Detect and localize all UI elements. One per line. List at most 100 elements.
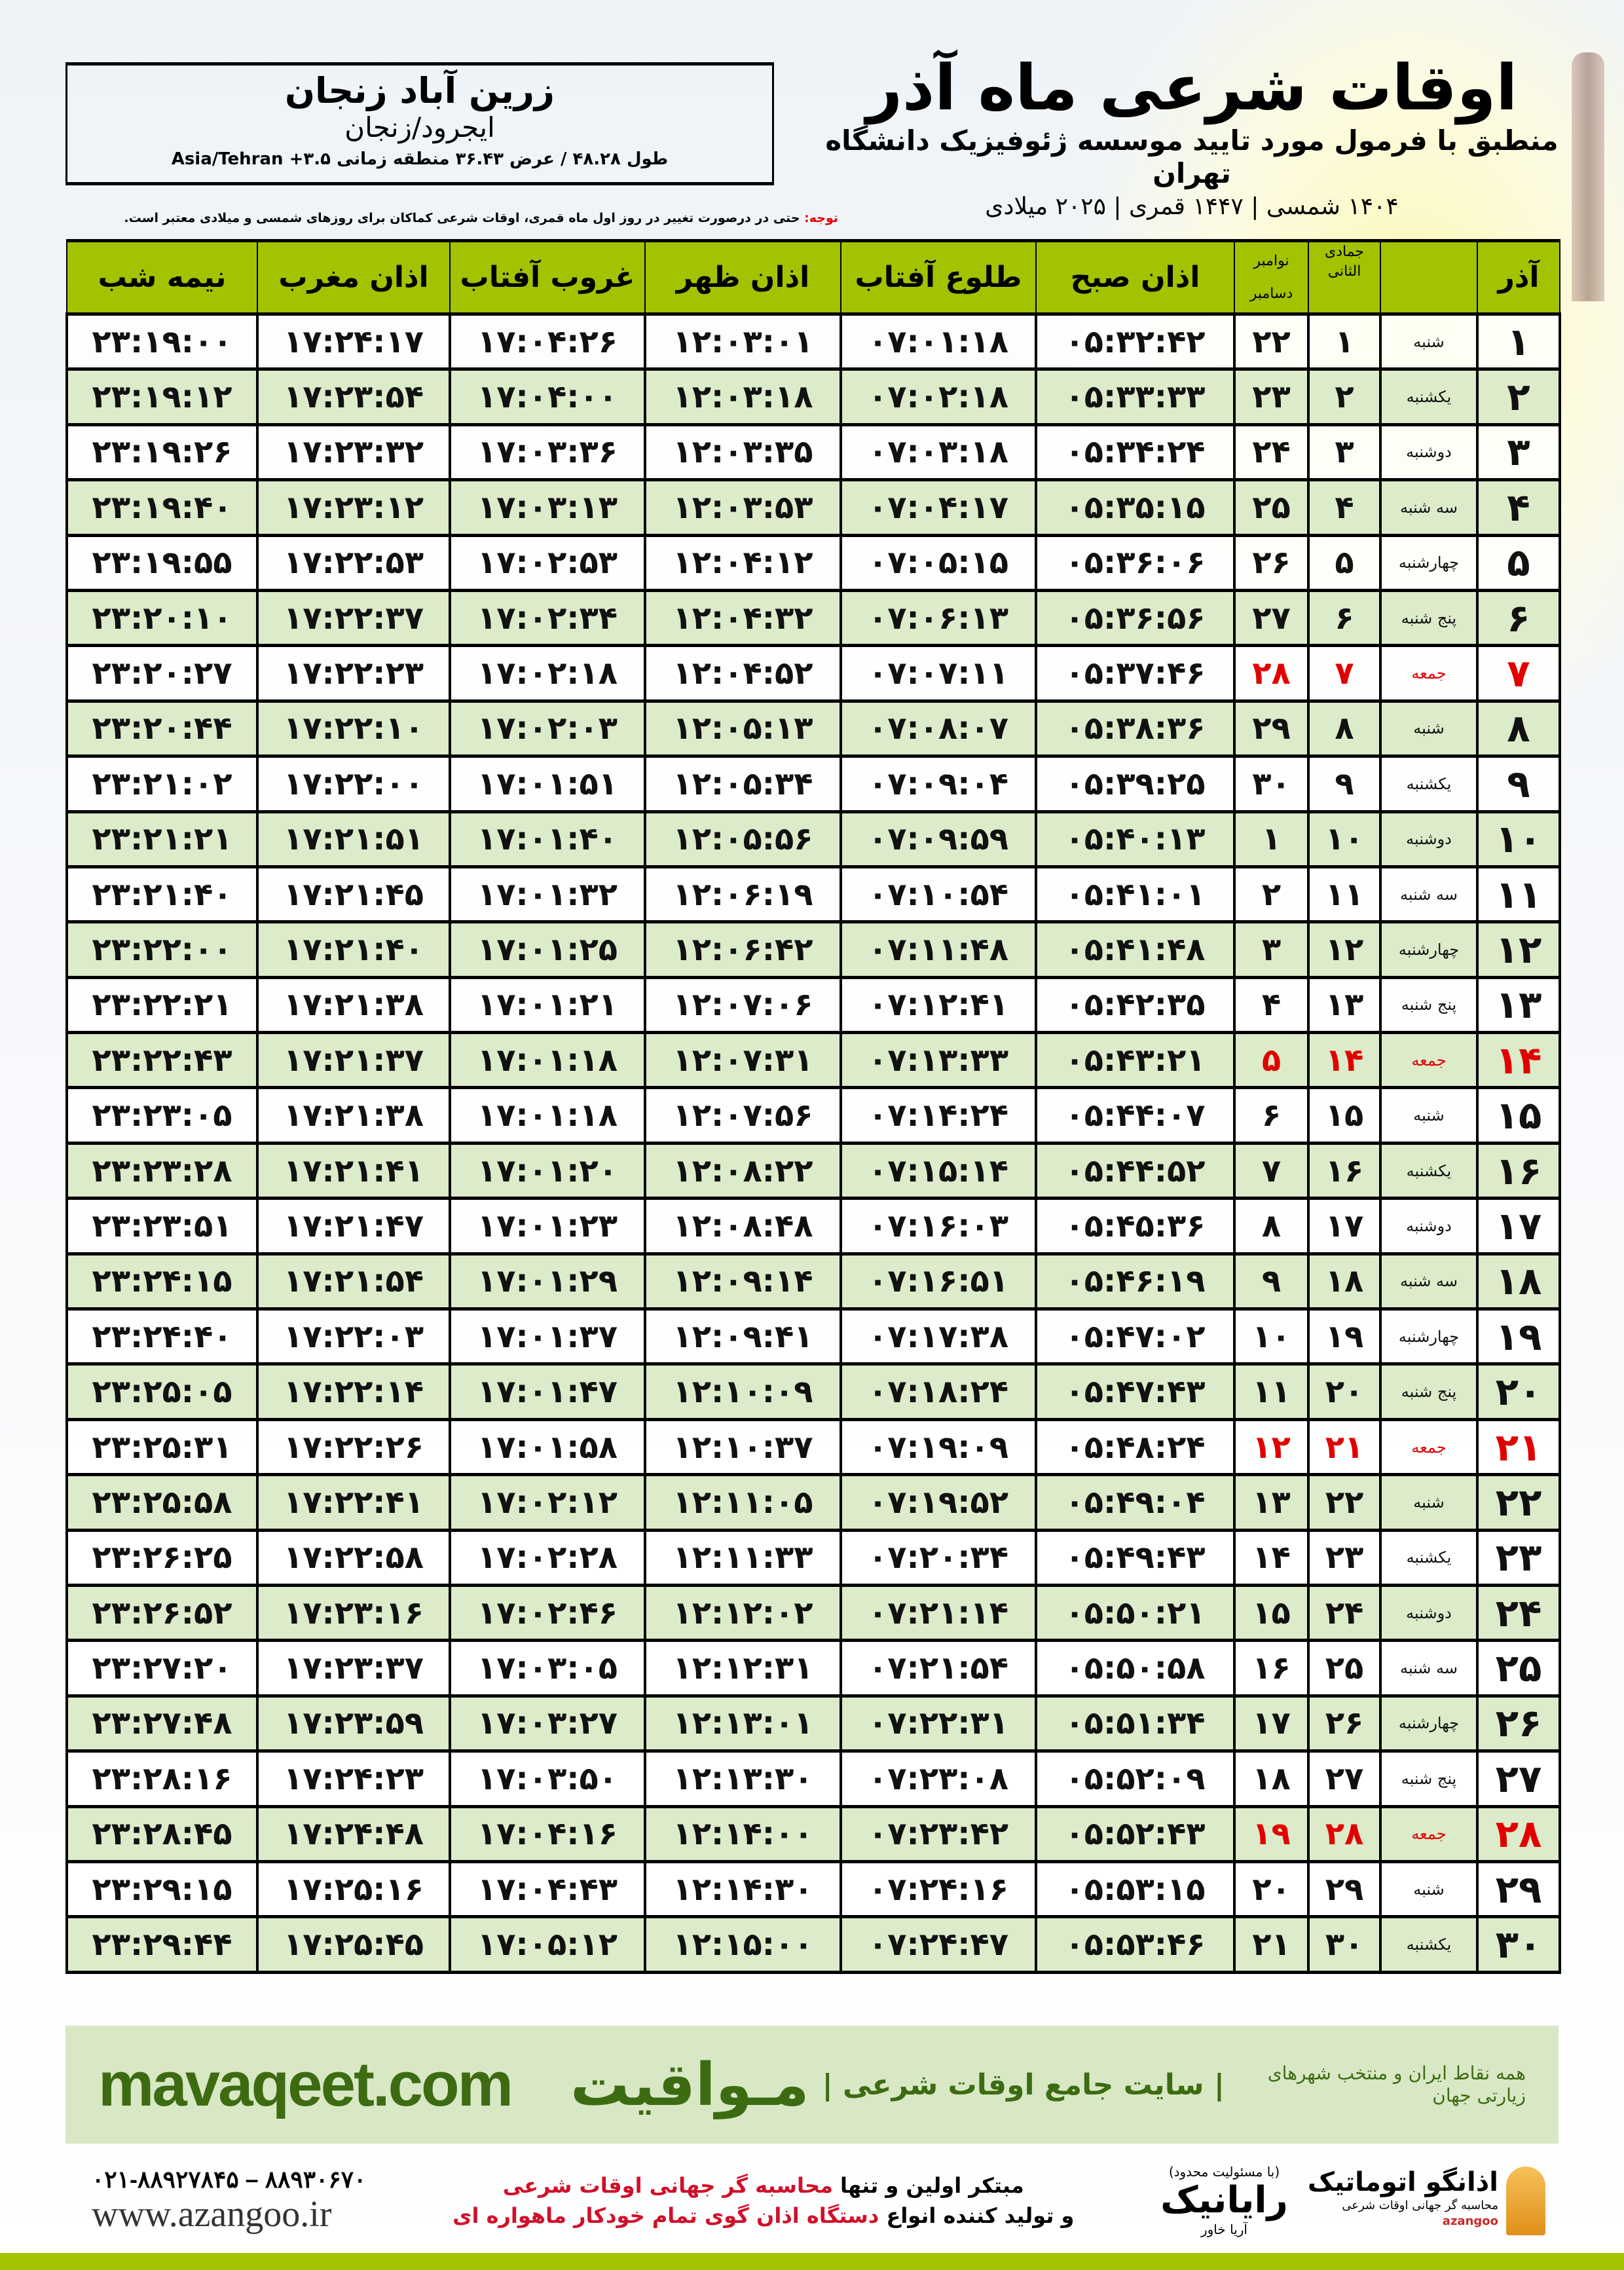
cell-sunset: ۱۷:۰۴:۲۶ (449, 312, 646, 371)
header-block: اوقات شرعی ماه آذر منطبق با فرمول مورد ت… (799, 51, 1585, 221)
cell-sunset: ۱۷:۰۳:۳۶ (449, 422, 646, 482)
cell-sunset: ۱۷:۰۵:۱۲ (449, 1915, 646, 1974)
cell-dhuhr: ۱۲:۰۶:۴۲ (644, 920, 842, 979)
cell-day: ۱۷ (1476, 1197, 1561, 1256)
cell-fajr: ۰۵:۵۲:۰۹ (1035, 1749, 1236, 1808)
cell-midnight: ۲۳:۲۵:۳۱ (65, 1417, 259, 1477)
azangoo-tag: محاسبه گر جهانی اوقات شرعی (1342, 2198, 1498, 2212)
cell-maghrib: ۱۷:۲۴:۱۷ (256, 312, 451, 371)
cell-fajr: ۰۵:۴۴:۵۲ (1035, 1141, 1236, 1200)
cell-sunset: ۱۷:۰۲:۴۶ (449, 1583, 646, 1643)
table-row: ۲۳:۲۵:۳۱ ۱۷:۲۲:۲۶ ۱۷:۰۱:۵۸ ۱۲:۱۰:۳۷ ۰۷:۱۹:۰۹… (65, 1417, 1561, 1477)
cell-maghrib: ۱۷:۲۳:۵۴ (256, 367, 451, 426)
cell-sunset: ۱۷:۰۱:۵۸ (449, 1417, 646, 1477)
cell-greg: ۲۲ (1233, 312, 1310, 371)
cell-weekday: جمعه (1379, 644, 1479, 703)
col-gregorian: نوامبر دسامبر (1234, 239, 1309, 316)
cell-day: ۱۱ (1476, 865, 1561, 924)
cell-fajr: ۰۵:۵۱:۳۴ (1035, 1694, 1236, 1753)
cell-hijri: ۳ (1307, 422, 1382, 482)
cell-midnight: ۲۳:۲۲:۲۱ (65, 975, 259, 1035)
cell-dhuhr: ۱۲:۰۳:۱۸ (644, 367, 842, 426)
cell-fajr: ۰۵:۴۲:۳۵ (1035, 975, 1236, 1035)
cell-dhuhr: ۱۲:۰۵:۳۴ (644, 754, 842, 813)
cell-sunrise: ۰۷:۰۸:۰۷ (840, 699, 1037, 758)
cell-sunset: ۱۷:۰۱:۳۷ (449, 1307, 646, 1366)
cell-fajr: ۰۵:۵۲:۴۳ (1035, 1804, 1236, 1863)
province-name: ایجرود/زنجان (344, 111, 495, 143)
cell-weekday: یکشنبه (1379, 1528, 1479, 1587)
cell-weekday: پنج شنبه (1379, 1362, 1479, 1421)
cell-sunrise: ۰۷:۱۹:۵۲ (840, 1473, 1037, 1532)
cell-dhuhr: ۱۲:۱۴:۰۰ (644, 1804, 842, 1863)
table-row: ۲۳:۲۸:۴۵ ۱۷:۲۴:۴۸ ۱۷:۰۴:۱۶ ۱۲:۱۴:۰۰ ۰۷:۲۳:۴۲… (65, 1804, 1561, 1863)
col-hijri: جمادی الثانی (1308, 239, 1381, 316)
cell-day: ۲۶ (1476, 1694, 1561, 1753)
col-midnight: نیمه شب (66, 239, 258, 316)
table-row: ۲۳:۲۸:۱۶ ۱۷:۲۴:۲۳ ۱۷:۰۳:۵۰ ۱۲:۱۳:۳۰ ۰۷:۲۳:۰۸… (65, 1749, 1561, 1808)
cell-sunrise: ۰۷:۱۱:۴۸ (840, 920, 1037, 979)
cell-weekday: جمعه (1379, 1417, 1479, 1477)
azangoo-website[interactable]: www.azangoo.ir (92, 2194, 332, 2235)
cell-hijri: ۵ (1307, 533, 1382, 592)
cell-weekday: شنبه (1379, 1859, 1479, 1919)
cell-day: ۲ (1476, 367, 1561, 426)
cell-sunset: ۱۷:۰۲:۱۸ (449, 644, 646, 703)
cell-sunset: ۱۷:۰۱:۵۱ (449, 754, 646, 813)
cell-day: ۱ (1476, 312, 1561, 371)
cell-sunrise: ۰۷:۲۴:۱۶ (840, 1859, 1037, 1919)
cell-dhuhr: ۱۲:۰۷:۳۱ (644, 1031, 842, 1090)
cell-sunset: ۱۷:۰۱:۲۵ (449, 920, 646, 979)
cell-hijri: ۲۹ (1307, 1859, 1382, 1919)
cell-hijri: ۴ (1307, 478, 1382, 537)
cell-day: ۲۰ (1476, 1362, 1561, 1421)
table-row: ۲۳:۲۳:۵۱ ۱۷:۲۱:۴۷ ۱۷:۰۱:۲۳ ۱۲:۰۸:۴۸ ۰۷:۱۶:۰۳… (65, 1197, 1561, 1256)
cell-hijri: ۱۹ (1307, 1307, 1382, 1366)
rayanik-sub: آریا خاور (1200, 2222, 1247, 2237)
cell-sunrise: ۰۷:۱۵:۱۴ (840, 1141, 1037, 1200)
table-row: ۲۳:۲۳:۰۵ ۱۷:۲۱:۳۸ ۱۷:۰۱:۱۸ ۱۲:۰۷:۵۶ ۰۷:۱۴:۲۴… (65, 1086, 1561, 1145)
cell-dhuhr: ۱۲:۱۳:۳۰ (644, 1749, 842, 1808)
cell-midnight: ۲۳:۲۰:۱۰ (65, 588, 259, 648)
cell-greg: ۲۵ (1233, 478, 1310, 537)
cell-greg: ۳۰ (1233, 754, 1310, 813)
cell-hijri: ۸ (1307, 699, 1382, 758)
banner-slogan: | سایت جامع اوقات شرعی | (822, 2068, 1225, 2102)
cell-fajr: ۰۵:۳۸:۳۶ (1035, 699, 1236, 758)
cell-day: ۲۲ (1476, 1473, 1561, 1532)
cell-midnight: ۲۳:۱۹:۱۲ (65, 367, 259, 426)
cell-sunrise: ۰۷:۰۷:۱۱ (840, 644, 1037, 703)
cell-greg: ۴ (1233, 975, 1310, 1035)
cell-dhuhr: ۱۲:۰۵:۱۳ (644, 699, 842, 758)
col-gregorian-2: دسامبر (1249, 285, 1293, 302)
cell-midnight: ۲۳:۲۸:۱۶ (65, 1749, 259, 1808)
cell-greg: ۲۴ (1233, 422, 1310, 482)
cell-midnight: ۲۳:۲۱:۲۱ (65, 809, 259, 868)
cell-weekday: دوشنبه (1379, 809, 1479, 868)
cell-fajr: ۰۵:۴۰:۱۳ (1035, 809, 1236, 868)
cell-fajr: ۰۵:۵۰:۵۸ (1035, 1639, 1236, 1698)
cell-day: ۲۱ (1476, 1417, 1561, 1477)
cell-midnight: ۲۳:۲۹:۴۴ (65, 1915, 259, 1974)
cell-weekday: چهارشنبه (1379, 920, 1479, 979)
location-box: زرین آباد زنجان ایجرود/زنجان طول ۴۸.۲۸ /… (65, 62, 774, 185)
cell-dhuhr: ۱۲:۰۳:۰۱ (644, 312, 842, 371)
cell-sunrise: ۰۷:۲۳:۴۲ (840, 1804, 1037, 1863)
cell-sunrise: ۰۷:۲۱:۱۴ (840, 1583, 1037, 1643)
cell-weekday: سه شنبه (1379, 865, 1479, 924)
cell-day: ۱۰ (1476, 809, 1561, 868)
cell-midnight: ۲۳:۲۶:۵۲ (65, 1583, 259, 1643)
cell-midnight: ۲۳:۲۰:۲۷ (65, 644, 259, 703)
cell-sunrise: ۰۷:۱۷:۳۸ (840, 1307, 1037, 1366)
cell-maghrib: ۱۷:۲۱:۳۸ (256, 975, 451, 1035)
website-link[interactable]: mavaqeet.com (98, 2049, 513, 2119)
cell-weekday: دوشنبه (1379, 1197, 1479, 1256)
cell-greg: ۶ (1233, 1086, 1310, 1145)
cell-maghrib: ۱۷:۲۳:۳۷ (256, 1639, 451, 1698)
cell-sunrise: ۰۷:۰۱:۱۸ (840, 312, 1037, 371)
cell-greg: ۱۷ (1233, 1694, 1310, 1753)
cell-fajr: ۰۵:۴۵:۳۶ (1035, 1197, 1236, 1256)
cell-maghrib: ۱۷:۲۵:۱۶ (256, 1859, 451, 1919)
cell-weekday: سه شنبه (1379, 1252, 1479, 1311)
cell-weekday: چهارشنبه (1379, 533, 1479, 592)
